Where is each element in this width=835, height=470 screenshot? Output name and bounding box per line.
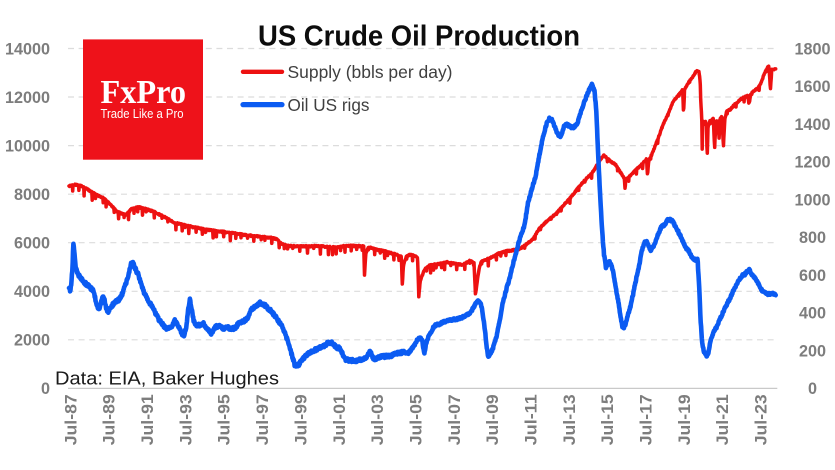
svg-text:1200: 1200: [794, 154, 830, 172]
svg-text:Jul-93: Jul-93: [177, 394, 195, 445]
svg-text:Jul-87: Jul-87: [62, 394, 80, 445]
svg-text:Trade Like a Pro: Trade Like a Pro: [101, 107, 184, 121]
svg-text:Jul-15: Jul-15: [599, 394, 617, 445]
svg-text:Data: EIA, Baker Hughes: Data: EIA, Baker Hughes: [55, 367, 279, 388]
svg-text:400: 400: [799, 305, 826, 323]
svg-text:Jul-17: Jul-17: [638, 394, 656, 445]
svg-text:Supply (bbls per day): Supply (bbls per day): [288, 62, 453, 82]
svg-text:6000: 6000: [14, 235, 50, 253]
svg-text:Jul-97: Jul-97: [254, 394, 272, 445]
svg-text:600: 600: [799, 267, 826, 285]
svg-text:0: 0: [41, 380, 50, 398]
svg-text:1000: 1000: [794, 191, 830, 209]
svg-text:Jul-21: Jul-21: [714, 394, 732, 445]
svg-text:Jul-99: Jul-99: [292, 394, 310, 445]
svg-text:Jul-05: Jul-05: [408, 394, 426, 445]
svg-text:Oil US rigs: Oil US rigs: [288, 95, 370, 115]
svg-text:10000: 10000: [5, 137, 50, 155]
svg-text:12000: 12000: [5, 89, 50, 107]
svg-text:Jul-89: Jul-89: [101, 394, 119, 445]
svg-text:Jul-13: Jul-13: [561, 394, 579, 445]
svg-text:Jul-07: Jul-07: [446, 394, 464, 445]
svg-text:Jul-95: Jul-95: [216, 394, 234, 445]
svg-text:Jul-19: Jul-19: [676, 394, 694, 445]
svg-text:4000: 4000: [14, 283, 50, 301]
svg-text:FxPro: FxPro: [101, 74, 187, 111]
svg-text:1800: 1800: [794, 40, 830, 58]
svg-text:200: 200: [799, 342, 826, 360]
svg-text:8000: 8000: [14, 186, 50, 204]
svg-text:Jul-23: Jul-23: [753, 394, 771, 445]
svg-text:2000: 2000: [14, 332, 50, 350]
svg-text:US Crude Oil Production: US Crude Oil Production: [258, 21, 580, 53]
svg-text:1400: 1400: [794, 116, 830, 134]
svg-text:0: 0: [808, 380, 817, 398]
svg-text:Jul-11: Jul-11: [523, 394, 541, 445]
svg-text:1600: 1600: [794, 78, 830, 96]
svg-text:Jul-01: Jul-01: [331, 394, 349, 445]
svg-text:Jul-91: Jul-91: [139, 394, 157, 445]
svg-text:14000: 14000: [5, 40, 50, 58]
svg-text:Jul-03: Jul-03: [369, 394, 387, 445]
svg-text:800: 800: [799, 229, 826, 247]
svg-text:Jul-09: Jul-09: [484, 394, 502, 445]
